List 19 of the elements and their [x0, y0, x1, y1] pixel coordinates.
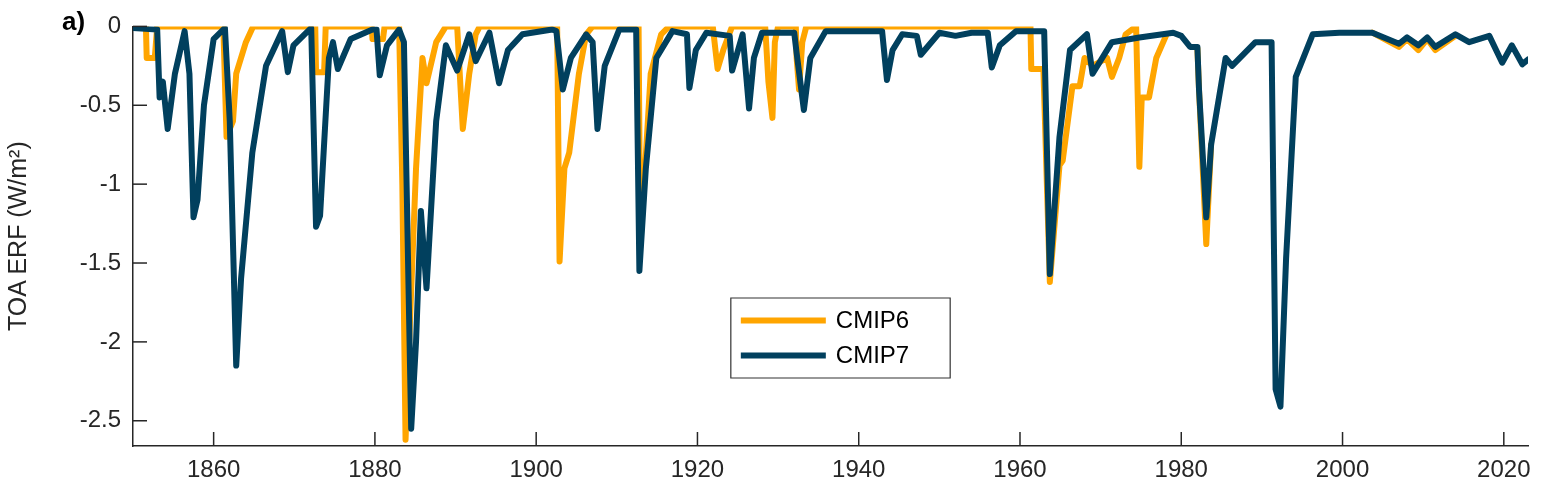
y-tick-label: -2.5 [79, 405, 121, 433]
x-tick-label: 1960 [993, 455, 1047, 483]
x-tick-label: 2000 [1315, 455, 1370, 483]
x-tick-label: 1940 [832, 455, 886, 483]
y-tick-label: -0.5 [79, 89, 121, 117]
legend-label: CMIP6 [835, 306, 910, 334]
x-tick-label: 2020 [1477, 455, 1531, 483]
x-tick-label: 1980 [1154, 455, 1208, 483]
x-tick-label: 1900 [509, 455, 563, 483]
y-tick-label: -2 [99, 326, 121, 354]
x-tick-label: 1920 [670, 455, 725, 483]
x-tick-label: 1860 [186, 455, 241, 483]
y-tick-label: -1 [99, 168, 121, 196]
x-tick-label: 1880 [348, 455, 402, 483]
y-tick-label: -1.5 [79, 247, 121, 275]
text: a) [62, 6, 86, 37]
legend-label: CMIP7 [835, 341, 910, 369]
y-tick-label: 0 [107, 11, 121, 39]
y-axis-title: TOA ERF (W/m²) [2, 141, 31, 332]
